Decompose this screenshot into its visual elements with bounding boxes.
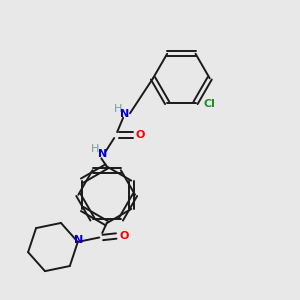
Text: N: N — [98, 149, 107, 160]
Text: Cl: Cl — [203, 99, 215, 110]
Text: H: H — [91, 144, 99, 154]
Text: O: O — [119, 231, 129, 241]
Text: H: H — [114, 104, 122, 114]
Text: N: N — [120, 109, 129, 119]
Text: O: O — [136, 130, 145, 140]
Text: N: N — [74, 236, 83, 245]
